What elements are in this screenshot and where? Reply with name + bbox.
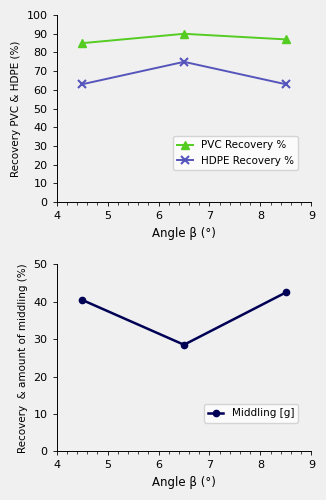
Legend: PVC Recovery %, HDPE Recovery %: PVC Recovery %, HDPE Recovery % (173, 136, 299, 170)
HDPE Recovery % (284, 82, 288, 87)
Line: Middling [g]: Middling [g] (79, 290, 289, 348)
HDPE Recovery % (182, 59, 186, 65)
Middling [g] (80, 297, 84, 303)
Line: HDPE Recovery %: HDPE Recovery % (78, 58, 290, 88)
Middling [g] (182, 342, 186, 348)
Y-axis label: Recovery PVC & HDPE (%): Recovery PVC & HDPE (%) (11, 40, 21, 176)
PVC Recovery % (80, 40, 84, 46)
PVC Recovery % (182, 31, 186, 37)
Legend: Middling [g]: Middling [g] (204, 404, 299, 422)
Y-axis label: Recovery  & amount of middling (%): Recovery & amount of middling (%) (18, 263, 28, 452)
X-axis label: Angle β (°): Angle β (°) (152, 476, 216, 489)
HDPE Recovery % (80, 82, 84, 87)
PVC Recovery % (284, 36, 288, 43)
Line: PVC Recovery %: PVC Recovery % (78, 30, 290, 48)
X-axis label: Angle β (°): Angle β (°) (152, 226, 216, 239)
Middling [g] (284, 290, 288, 296)
